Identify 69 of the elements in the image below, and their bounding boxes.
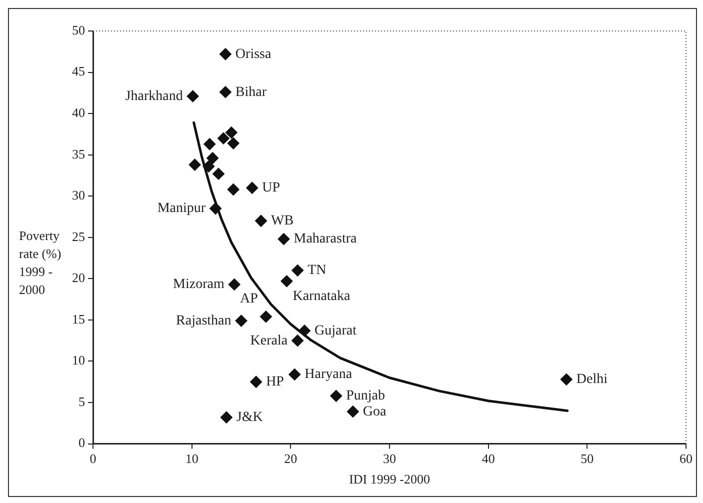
point bbox=[246, 182, 258, 194]
annotation: Jharkhand bbox=[125, 88, 183, 104]
x-tick-label: 20 bbox=[284, 451, 298, 466]
x-tick-label: 30 bbox=[383, 451, 396, 466]
annotation: Kerala bbox=[250, 333, 288, 348]
point bbox=[278, 233, 290, 246]
annotation: Haryana bbox=[304, 367, 353, 382]
x-tick-label: 60 bbox=[680, 451, 692, 466]
point bbox=[250, 376, 262, 388]
point bbox=[560, 373, 572, 386]
point bbox=[228, 278, 240, 290]
point bbox=[227, 137, 240, 150]
y-axis-title: Poverty rate (%) 1999 - 2000 bbox=[19, 228, 62, 297]
annotation: HP bbox=[266, 374, 284, 390]
point bbox=[292, 264, 304, 276]
x-tick-label: 40 bbox=[482, 451, 495, 466]
point bbox=[225, 126, 238, 139]
annotation: Gujarat bbox=[314, 323, 357, 338]
point bbox=[330, 390, 342, 402]
x-tick-label: 0 bbox=[90, 451, 96, 466]
point bbox=[235, 314, 248, 327]
point bbox=[186, 90, 199, 102]
point bbox=[292, 334, 304, 347]
annotation: Rajasthan bbox=[176, 313, 232, 328]
annotation: Karnataka bbox=[292, 288, 352, 304]
annotation: AP bbox=[240, 291, 258, 306]
annotation: Goa bbox=[362, 404, 388, 420]
point bbox=[255, 214, 268, 227]
annotation: J&K bbox=[236, 410, 263, 426]
y-tick-label: 10 bbox=[72, 352, 85, 368]
x-tick-label: 50 bbox=[580, 451, 594, 466]
point bbox=[188, 158, 201, 171]
y-tick-label: 5 bbox=[78, 394, 85, 409]
point bbox=[206, 152, 219, 164]
annotation: Maharastra bbox=[294, 232, 358, 247]
point bbox=[298, 324, 311, 337]
point bbox=[288, 368, 301, 380]
point bbox=[217, 132, 230, 144]
annotation: Manipur bbox=[157, 201, 206, 216]
y-tick-label: 50 bbox=[72, 22, 85, 38]
y-tick-label: 40 bbox=[72, 104, 85, 120]
point bbox=[260, 310, 272, 323]
point bbox=[202, 160, 215, 172]
y-tick-label: 20 bbox=[72, 270, 85, 286]
annotation: Mizoram bbox=[173, 277, 224, 292]
y-tick-label: 30 bbox=[72, 188, 85, 203]
y-tick-label: 0 bbox=[78, 435, 85, 450]
y-tick-label: 45 bbox=[72, 64, 85, 79]
point bbox=[212, 168, 225, 180]
point bbox=[204, 138, 216, 150]
annotation: TN bbox=[308, 263, 326, 278]
annotation: Bihar bbox=[235, 84, 267, 100]
point bbox=[220, 411, 232, 424]
point bbox=[346, 406, 359, 418]
annotation: WB bbox=[271, 214, 294, 229]
point bbox=[219, 48, 232, 60]
annotation: Orissa bbox=[235, 46, 272, 62]
point bbox=[219, 86, 232, 98]
x-axis-title: IDI 1999 -2000 bbox=[349, 472, 430, 487]
y-tick-label: 15 bbox=[72, 311, 85, 326]
point bbox=[280, 275, 293, 288]
point bbox=[227, 184, 240, 196]
y-tick-label: 35 bbox=[72, 146, 85, 162]
x-tick-label: 10 bbox=[185, 451, 198, 466]
annotation: Punjab bbox=[346, 388, 386, 404]
annotation: Delhi bbox=[576, 372, 608, 388]
point bbox=[210, 202, 222, 215]
y-tick-label: 25 bbox=[72, 228, 85, 244]
annotation: UP bbox=[262, 180, 280, 196]
